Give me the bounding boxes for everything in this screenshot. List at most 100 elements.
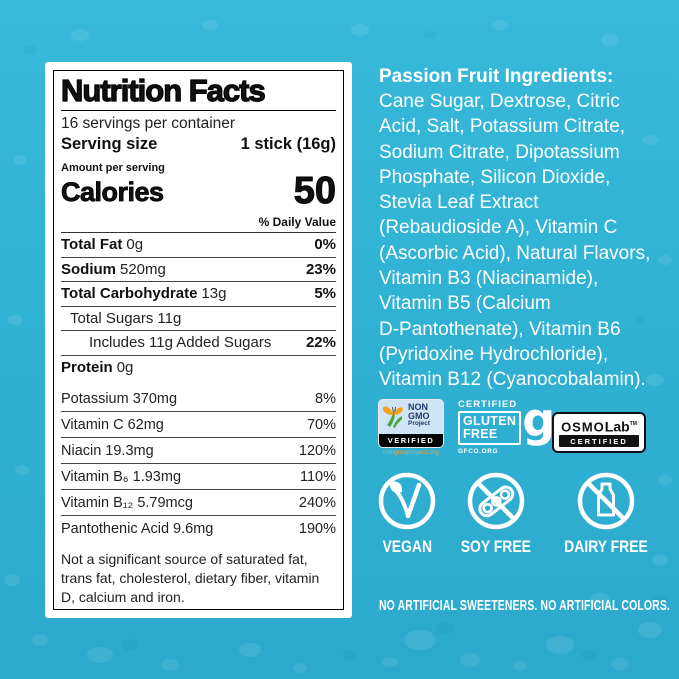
dietary-icons-row: VEGAN SOY FREE DAIRY FREE: [377, 471, 657, 557]
nutrient-name: Sodium: [61, 260, 116, 278]
calories-row: Calories 50: [61, 170, 337, 212]
nutrition-row: Vitamin C 62mg 70%: [61, 412, 336, 438]
dairy-free-badge: DAIRY FREE: [555, 471, 657, 557]
lab-text: Lab: [604, 418, 630, 435]
non-gmo-line2: GMO: [408, 410, 430, 421]
nutrient-name: Total Sugars: [70, 309, 154, 327]
micronutrient-rows: Potassium 370mg 8% Vitamin C 62mg 70% Niac…: [61, 386, 336, 542]
soy-free-label: SOY FREE: [461, 537, 532, 556]
nutrient-name: Total Carbohydrate: [61, 285, 198, 303]
nutrient-daily-value: 23%: [305, 260, 336, 278]
nutrition-row: Niacin 19.3mg 120%: [61, 438, 336, 464]
nutrient-amount: 13g: [201, 285, 227, 303]
non-gmo-verified-bar: VERIFIED: [379, 434, 443, 447]
nutrition-row: Total Carbohydrate 13g 5%: [61, 282, 336, 307]
nutrient-amount: 0g: [116, 359, 134, 377]
nutrition-row: Sodium 520mg 23%: [61, 258, 336, 282]
nutrition-row: Includes 11g Added Sugars 22%: [61, 331, 336, 356]
gluten-free-certified-label: CERTIFIED: [458, 399, 518, 410]
nutrition-row: Total Sugars 11g: [61, 307, 336, 331]
gfco-org-label: GFCO.ORG: [458, 448, 499, 455]
nutrition-facts-box: Nutrition Facts 16 servings per containe…: [53, 70, 344, 610]
non-gmo-line1: NON: [408, 402, 428, 412]
nutrient-amount: 1.93mg: [132, 468, 182, 485]
nutrition-facts-card: Nutrition Facts 16 servings per containe…: [45, 62, 352, 618]
certification-badges: NON GMO Project VERIFIED nongmoproject.o…: [378, 397, 646, 456]
label-footnote: Not a significant source of saturated fa…: [61, 551, 320, 605]
gfco-g-icon: g: [522, 393, 556, 447]
nutrient-daily-value: 0%: [314, 236, 336, 254]
nutrient-name: Vitamin B₁₂: [61, 494, 134, 511]
nutrition-row: Vitamin B₁₂ 5.79mcg 240%: [61, 490, 336, 516]
vegan-badge: VEGAN: [377, 471, 437, 557]
nutrient-amount: 5.79mcg: [137, 494, 193, 511]
nutrient-amount: 9.6mg: [173, 521, 214, 537]
vegan-label: VEGAN: [382, 537, 433, 556]
nutrient-daily-value: 70%: [306, 416, 336, 433]
nutrient-daily-value: 8%: [315, 390, 336, 407]
dairy-free-label: DAIRY FREE: [564, 537, 648, 556]
no-soy-icon: [468, 472, 525, 530]
vegan-leaf-v-icon: [378, 472, 436, 530]
amount-per-serving-label: Amount per serving: [61, 162, 165, 174]
nutrition-row: Protein 0g: [61, 356, 336, 381]
daily-value-header: % Daily Value: [61, 212, 336, 233]
nutrient-name: Vitamin B₆: [61, 468, 129, 485]
nutrition-row: Potassium 370mg 8%: [61, 386, 336, 412]
nutrient-daily-value: 240%: [298, 494, 336, 511]
certified-gluten-free-badge: CERTIFIED GLUTEN FREE g GFCO.ORG: [458, 397, 555, 455]
nutrient-name: Protein: [61, 359, 113, 377]
calories-value: 50: [293, 170, 336, 212]
nutrient-name: Total Fat: [61, 236, 123, 254]
nutrient-name: Pantothenic Acid: [61, 521, 170, 537]
serving-size-value: 1 stick (16g): [240, 135, 336, 153]
tm-mark: TM: [629, 421, 637, 427]
nutrient-amount: 11g: [157, 309, 182, 327]
gluten-word: GLUTEN: [463, 414, 517, 428]
nutrient-amount: 19.3mg: [105, 442, 154, 459]
nutrient-name: Potassium: [61, 390, 129, 407]
osmo-text: OSMO: [561, 419, 605, 435]
soy-free-badge: SOY FREE: [453, 471, 539, 557]
nutrient-name: Niacin: [61, 442, 102, 459]
nutrition-rows: Total Fat 0g 0% Sodium 520mg 23% Total Car…: [61, 233, 336, 380]
ingredients-text: Cane Sugar, Dextrose, Citric Acid, Salt,…: [379, 91, 651, 391]
non-gmo-line3: Project: [408, 420, 431, 427]
non-gmo-top: NON GMO Project: [379, 400, 443, 434]
no-artificial-note: NO ARTIFICIAL SWEETENERS. NO ARTIFICIAL …: [379, 598, 670, 614]
osmolab-wordmark: OSMOLabTM: [559, 417, 639, 434]
free-word: FREE: [463, 427, 498, 441]
butterfly-icon: [382, 406, 403, 428]
non-gmo-wordmark: NON GMO Project: [408, 403, 430, 429]
nutrient-daily-value: 190%: [298, 521, 336, 537]
nutrient-amount: 62mg: [127, 416, 164, 433]
ingredients-panel: Passion Fruit Ingredients: Cane Sugar, D…: [379, 64, 671, 393]
nutrition-row: Pantothenic Acid 9.6mg 190%: [61, 516, 336, 542]
serving-size-label: Serving size: [61, 135, 158, 153]
ingredients-title: Passion Fruit Ingredients:: [379, 66, 614, 87]
serving-size-row: Serving size 1 stick (16g): [61, 134, 336, 155]
non-gmo-verified-badge: NON GMO Project VERIFIED nongmoproject.o…: [378, 399, 444, 456]
gluten-free-mark: GLUTEN FREE g: [458, 397, 555, 445]
nutrient-amount: 370mg: [132, 390, 178, 407]
no-dairy-icon: [577, 472, 635, 530]
nutrient-name: Includes 11g Added Sugars: [89, 334, 272, 352]
nutrient-daily-value: 5%: [314, 285, 336, 303]
nutrition-row: Vitamin B₆ 1.93mg 110%: [61, 464, 336, 490]
nutrient-name: Vitamin C: [61, 416, 124, 433]
nutrient-daily-value: 22%: [305, 334, 336, 352]
non-gmo-url: nongmoproject.org: [383, 449, 439, 456]
nutrient-amount: 520mg: [120, 260, 166, 278]
gluten-free-box: GLUTEN FREE: [458, 411, 522, 445]
nutrient-daily-value: 120%: [298, 442, 336, 459]
osmolab-certified-bar: CERTIFIED: [559, 435, 639, 448]
servings-per-container: 16 servings per container: [61, 115, 236, 132]
nutrition-row: Total Fat 0g 0%: [61, 233, 336, 258]
nutrition-facts-title: Nutrition Facts: [60, 73, 336, 111]
nutrient-amount: 0g: [126, 236, 144, 254]
calories-label: Calories: [61, 177, 165, 208]
non-gmo-seal: NON GMO Project VERIFIED: [378, 399, 444, 448]
nutrient-daily-value: 110%: [299, 468, 336, 485]
osmolab-certified-badge: OSMOLabTM CERTIFIED: [552, 412, 646, 454]
